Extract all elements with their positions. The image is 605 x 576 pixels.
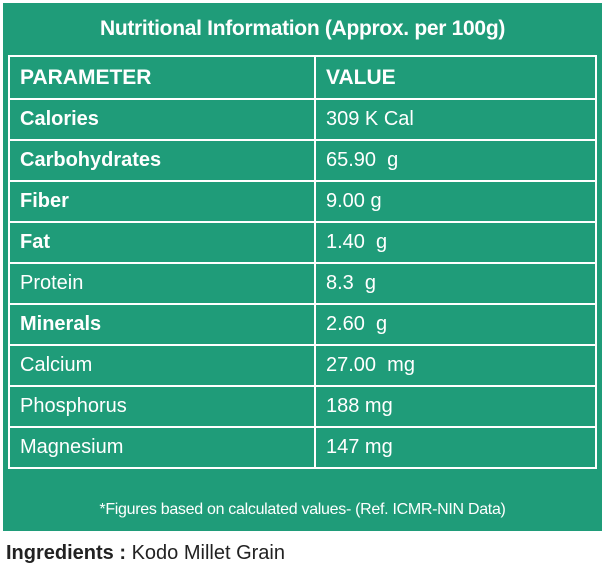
parameter: Protein	[8, 262, 316, 305]
row: Carbohydrates 65.90 g	[8, 139, 597, 182]
ingredients-value: Kodo Millet Grain	[131, 542, 285, 564]
value: 309 K Cal	[314, 98, 597, 141]
nutrition-panel: Nutritional Information (Approx. per 100…	[0, 0, 605, 534]
parameter: Fiber	[8, 180, 316, 223]
parameter: Fat	[8, 221, 316, 264]
value: 1.40 g	[314, 221, 597, 264]
value: 27.00 mg	[314, 344, 597, 387]
parameter: Phosphorus	[8, 385, 316, 428]
nutrition-table: PARAMETER VALUE Calories 309 K Cal Carboh…	[8, 55, 597, 469]
column-header: PARAMETER	[8, 55, 316, 100]
parameter: Magnesium	[8, 426, 316, 469]
value: 8.3 g	[314, 262, 597, 305]
value: 2.60 g	[314, 303, 597, 346]
value: 9.00 g	[314, 180, 597, 223]
row: Minerals 2.60 g	[8, 303, 597, 346]
column-header: VALUE	[314, 55, 597, 100]
parameter: Carbohydrates	[8, 139, 316, 182]
value: 188 mg	[314, 385, 597, 428]
row: Fiber 9.00 g	[8, 180, 597, 223]
row: Magnesium 147 mg	[8, 426, 597, 469]
parameter: Calories	[8, 98, 316, 141]
row: Protein 8.3 g	[8, 262, 597, 305]
title: Nutritional Information (Approx. per 100…	[99, 17, 506, 40]
footnote: *Figures based on calculated values- (Re…	[99, 501, 506, 518]
row: Calcium 27.00 mg	[8, 344, 597, 387]
value: 147 mg	[314, 426, 597, 469]
parameter: Calcium	[8, 344, 316, 387]
value: 65.90 g	[314, 139, 597, 182]
row: Phosphorus 188 mg	[8, 385, 597, 428]
row: Fat 1.40 g	[8, 221, 597, 264]
ingredients: Ingredients : Kodo Millet Grain	[6, 538, 285, 568]
parameter: Minerals	[8, 303, 316, 346]
header-row: PARAMETER VALUE	[8, 55, 597, 100]
ingredients-label: Ingredients :	[6, 542, 127, 564]
row: Calories 309 K Cal	[8, 98, 597, 141]
